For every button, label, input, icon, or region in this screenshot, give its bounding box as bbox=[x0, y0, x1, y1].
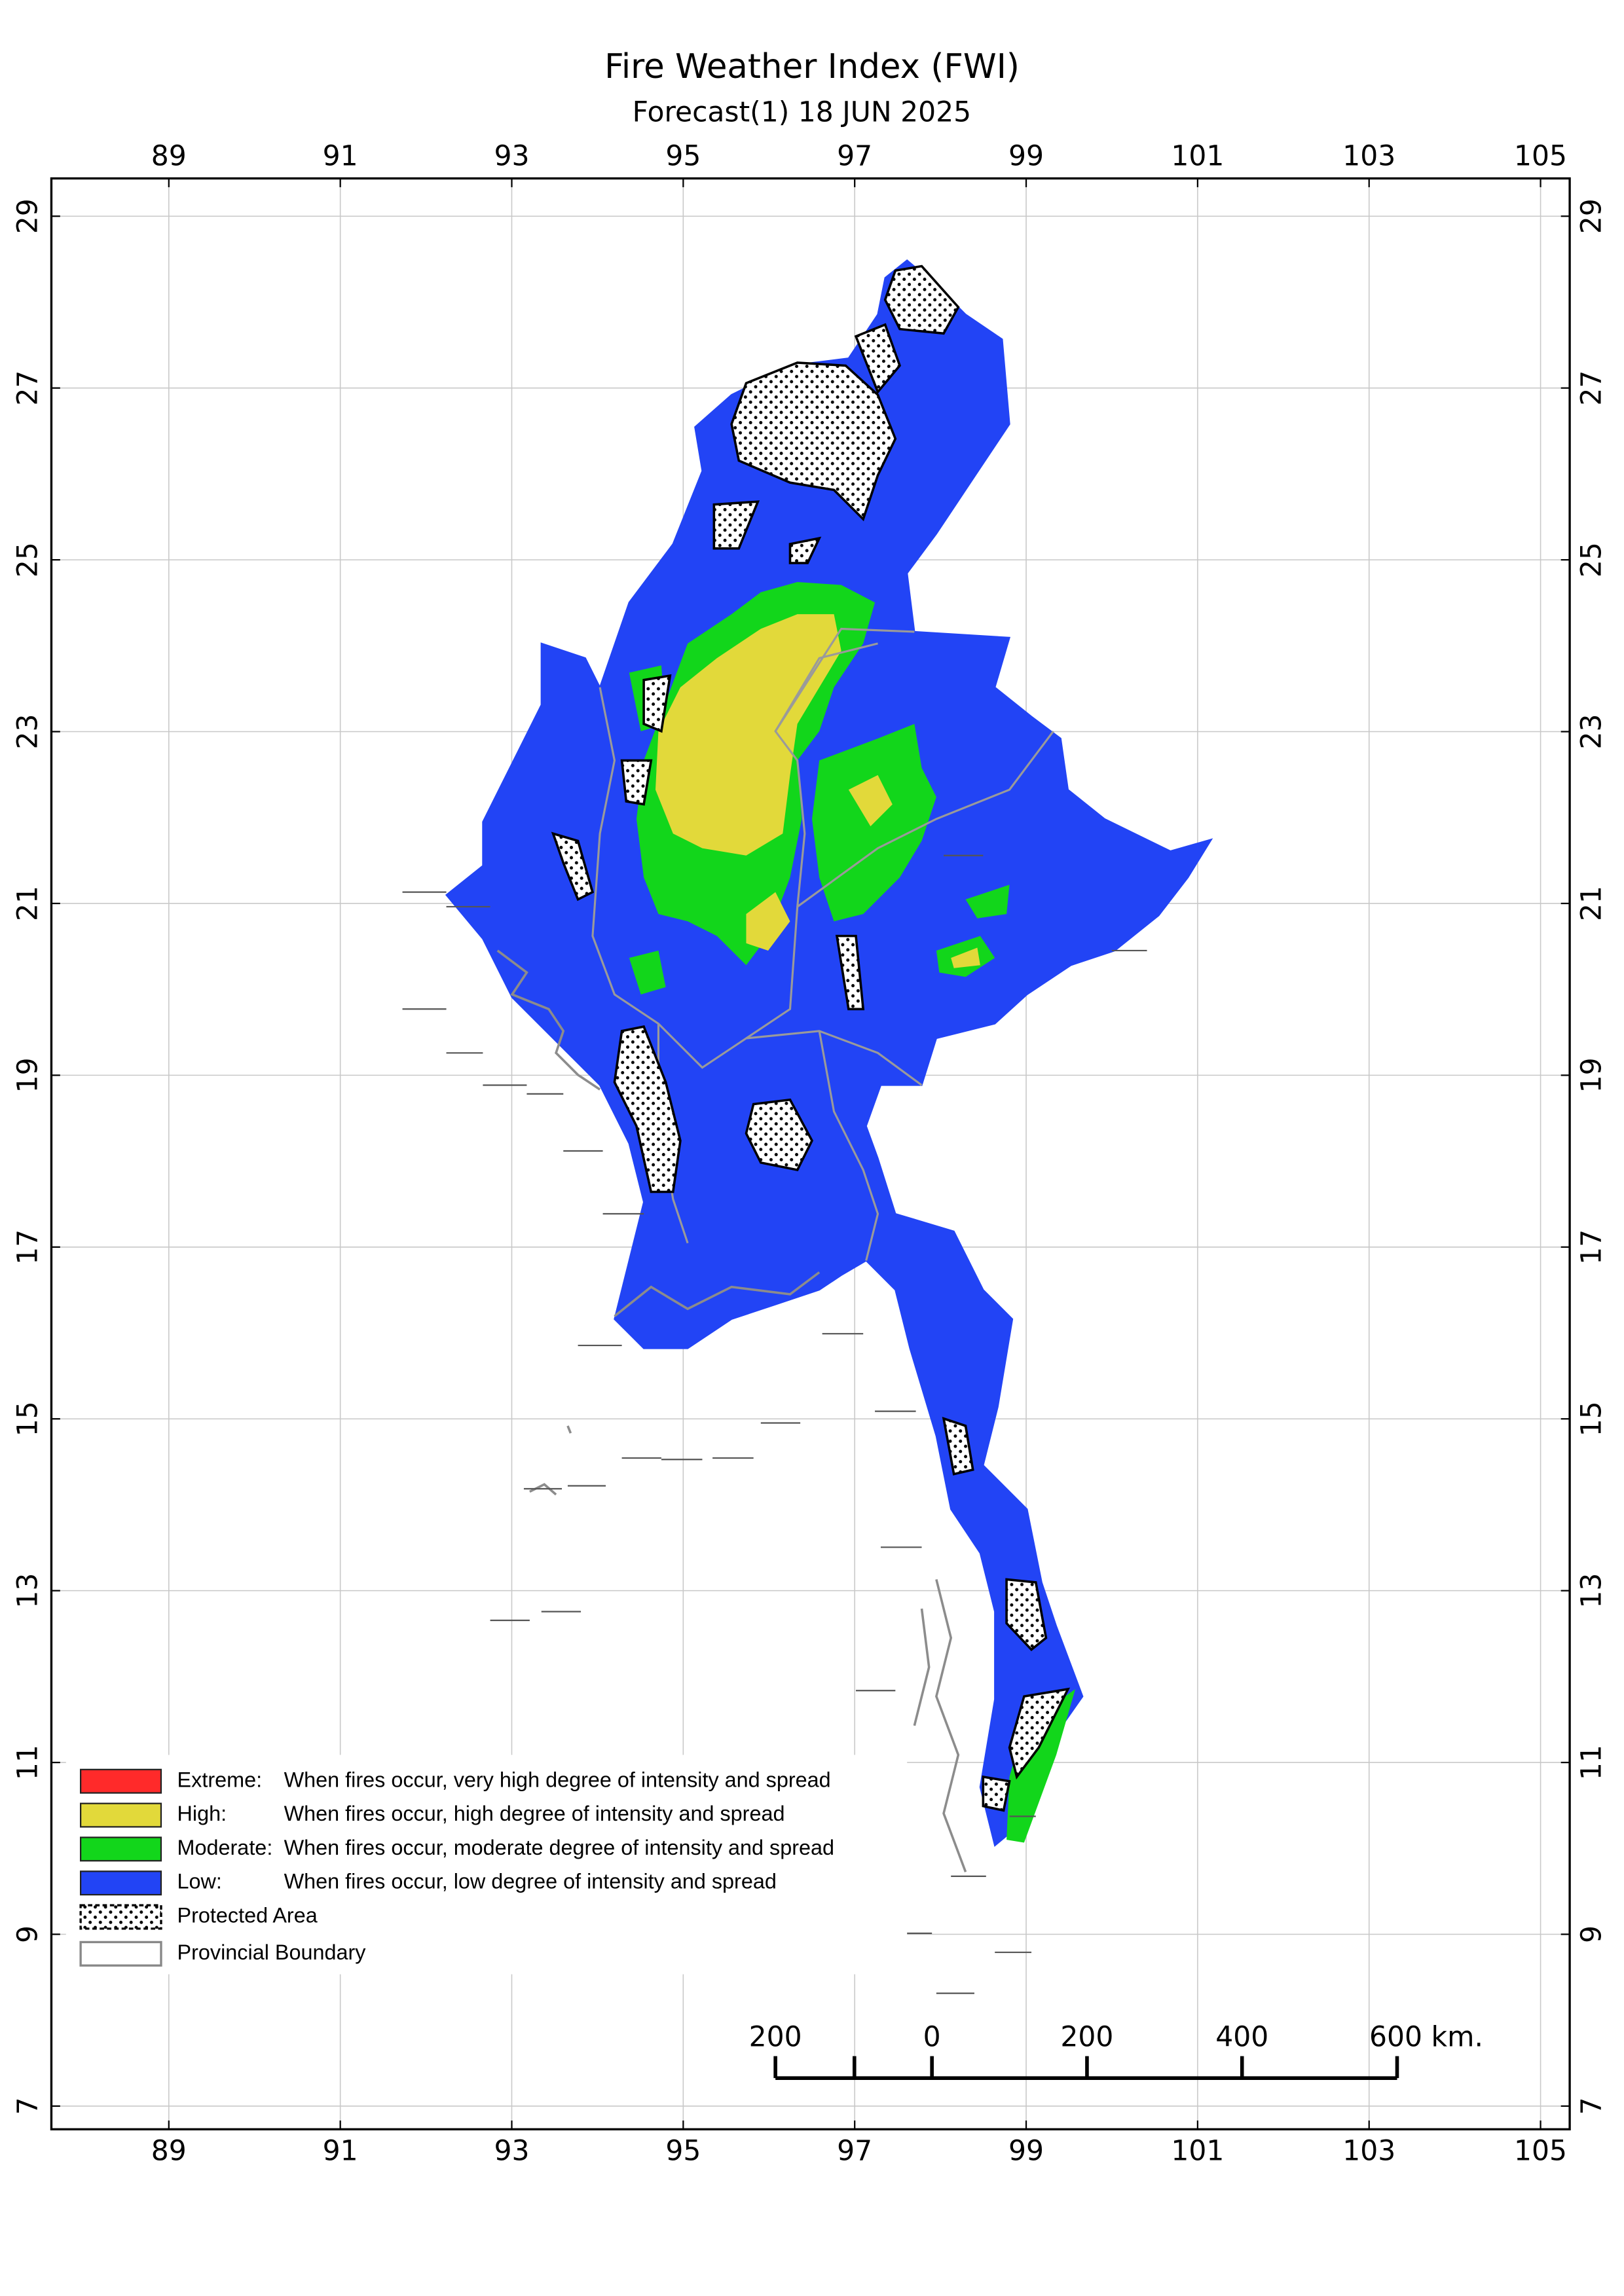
title: Fire Weather Index (FWI) bbox=[604, 47, 1020, 86]
legend-label: High: bbox=[177, 1802, 227, 1825]
lat-tick-label: 15 bbox=[12, 1401, 44, 1436]
legend-description: When fires occur, very high degree of in… bbox=[284, 1768, 831, 1791]
lat-tick-label: 23 bbox=[12, 714, 44, 750]
legend-swatch bbox=[80, 1870, 162, 1896]
lon-tick-label: 93 bbox=[494, 2136, 529, 2168]
lat-tick-label: 23 bbox=[1576, 714, 1608, 750]
lat-tick-label: 15 bbox=[1576, 1401, 1608, 1436]
lat-tick-label: 9 bbox=[12, 1925, 44, 1943]
lat-tick-label: 27 bbox=[1576, 371, 1608, 406]
lon-tick-label: 99 bbox=[1008, 141, 1044, 173]
lon-tick-label: 89 bbox=[151, 2136, 187, 2168]
moderate-area bbox=[629, 950, 666, 994]
legend-description: When fires occur, high degree of intensi… bbox=[284, 1802, 785, 1825]
lon-tick-label: 101 bbox=[1171, 2136, 1224, 2168]
moderate-area bbox=[965, 884, 1010, 919]
legend-swatch bbox=[80, 1802, 162, 1828]
lat-tick-label: 17 bbox=[1576, 1230, 1608, 1265]
lat-tick-label: 13 bbox=[1576, 1573, 1608, 1609]
lat-tick-label: 29 bbox=[12, 198, 44, 234]
lon-tick-label: 99 bbox=[1008, 2136, 1044, 2168]
lon-tick-label: 105 bbox=[1514, 2136, 1567, 2168]
lat-tick-label: 19 bbox=[12, 1057, 44, 1093]
coastline bbox=[496, 949, 967, 1872]
lon-tick-label: 105 bbox=[1514, 141, 1567, 173]
lat-tick-label: 17 bbox=[12, 1230, 44, 1265]
lat-tick-label: 25 bbox=[1576, 542, 1608, 577]
lat-tick-label: 25 bbox=[12, 542, 44, 577]
lat-tick-label: 11 bbox=[12, 1745, 44, 1780]
lon-tick-label: 103 bbox=[1342, 2136, 1395, 2168]
protected-area bbox=[551, 264, 1071, 1812]
lat-tick-label: 11 bbox=[1576, 1745, 1608, 1780]
lat-tick-label: 21 bbox=[1576, 886, 1608, 921]
subtitle: Forecast(1) 18 JUN 2025 bbox=[633, 97, 971, 129]
legend-label: Provincial Boundary bbox=[177, 1941, 367, 1964]
lon-tick-label: 93 bbox=[494, 141, 529, 173]
lat-tick-label: 9 bbox=[1576, 1925, 1608, 1943]
legend-label: Extreme: bbox=[177, 1768, 263, 1791]
label-leader bbox=[402, 854, 1147, 1994]
scale-bar-label: 200 bbox=[749, 2021, 802, 2053]
scale-bar-line bbox=[773, 2056, 1399, 2080]
lat-tick-label: 21 bbox=[12, 886, 44, 921]
lon-tick-label: 97 bbox=[837, 141, 872, 173]
legend-description: When fires occur, low degree of intensit… bbox=[284, 1870, 777, 1893]
lon-tick-label: 95 bbox=[665, 141, 701, 173]
high-area bbox=[746, 892, 790, 951]
scale-bar-label: 400 bbox=[1215, 2021, 1268, 2053]
lon-tick-label: 101 bbox=[1171, 141, 1224, 173]
map-frame bbox=[50, 177, 1571, 2131]
legend-background bbox=[65, 1755, 908, 1975]
map-area bbox=[402, 259, 1213, 1994]
country-low bbox=[445, 259, 1213, 1847]
legend-swatch bbox=[79, 1941, 162, 1967]
scale-bar-label: 0 bbox=[923, 2021, 941, 2053]
high-area bbox=[848, 774, 893, 827]
legend-description: When fires occur, moderate degree of int… bbox=[284, 1836, 834, 1859]
legend-swatch bbox=[80, 1768, 162, 1794]
legend-swatch bbox=[80, 1836, 162, 1862]
legend: Extreme: When fires occur, very high degr… bbox=[65, 1755, 908, 1975]
lat-tick-label: 7 bbox=[12, 2097, 44, 2115]
lat-tick-label: 19 bbox=[1576, 1057, 1608, 1093]
lat-tick-label: 13 bbox=[12, 1573, 44, 1609]
lat-tick-label: 27 bbox=[12, 371, 44, 406]
legend-label: Protected Area bbox=[177, 1904, 318, 1927]
high-area bbox=[655, 614, 841, 856]
legend-label: Low: bbox=[177, 1870, 222, 1893]
lon-tick-label: 91 bbox=[323, 141, 358, 173]
lon-tick-label: 103 bbox=[1342, 141, 1395, 173]
lat-tick-label: 7 bbox=[1576, 2097, 1608, 2115]
scale-bar-label: 200 bbox=[1060, 2021, 1113, 2053]
lon-tick-label: 95 bbox=[665, 2136, 701, 2168]
scale-bar-label: 600 km. bbox=[1369, 2021, 1483, 2053]
lat-tick-label: 29 bbox=[1576, 198, 1608, 234]
high-area bbox=[951, 947, 980, 968]
scale-bar: 200 0 200 400 600 km. bbox=[749, 2021, 1483, 2080]
legend-label: Moderate: bbox=[177, 1836, 273, 1859]
lon-tick-label: 91 bbox=[323, 2136, 358, 2168]
lon-tick-label: 89 bbox=[151, 141, 187, 173]
lon-tick-label: 97 bbox=[837, 2136, 872, 2168]
legend-swatch bbox=[79, 1904, 162, 1930]
